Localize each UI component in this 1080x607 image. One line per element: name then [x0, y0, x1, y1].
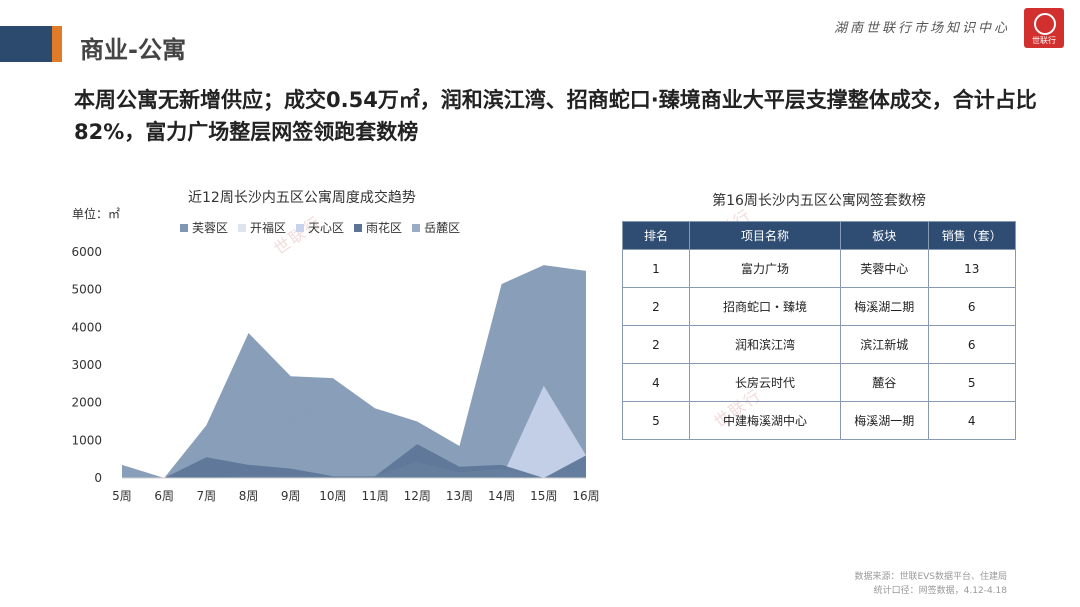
table-cell: 长房云时代	[689, 363, 841, 402]
x-tick-label: 7周	[197, 489, 217, 503]
company-logo: 世联行	[1024, 8, 1064, 48]
table-row: 1 富力广场 芙蓉中心 13	[622, 249, 1016, 288]
chart-title: 近12周长沙内五区公寓周度成交趋势	[188, 190, 416, 206]
legend-label: 雨花区	[366, 221, 403, 235]
company-name: 湖南世联行市场知识中心	[833, 21, 1010, 36]
table-header-cell: 项目名称	[689, 221, 841, 250]
ranking-table: 排名 项目名称 板块 销售（套） 1 富力广场 芙蓉中心 13 2 招商蛇口・臻境 梅溪湖二期 6 2…	[622, 221, 1016, 440]
table-cell: 2	[622, 325, 690, 364]
area-天心区	[122, 385, 586, 478]
y-tick-label: 6000	[71, 245, 102, 259]
table-cell: 芙蓉中心	[840, 249, 929, 288]
table-row: 2 招商蛇口・臻境 梅溪湖二期 6	[622, 287, 1016, 326]
table-cell: 滨江新城	[840, 325, 929, 364]
chart-unit-label: 单位：㎡	[72, 207, 121, 221]
y-tick-label: 3000	[71, 358, 102, 372]
table-cell: 梅溪湖一期	[840, 401, 929, 440]
table-cell: 麓谷	[840, 363, 929, 402]
table-cell: 中建梅溪湖中心	[689, 401, 841, 440]
footer-scope: 统计口径：网签数据，4.12-4.18	[873, 586, 1007, 596]
table-header-row: 排名 项目名称 板块 销售（套）	[622, 221, 1016, 250]
legend-item: 岳麓区	[412, 219, 460, 236]
table-cell: 6	[927, 325, 1016, 364]
y-tick-label: 5000	[71, 283, 102, 297]
y-tick-label: 0	[94, 471, 102, 485]
table-cell: 13	[927, 249, 1016, 288]
legend-swatch	[412, 223, 421, 232]
x-tick-label: 12周	[404, 489, 431, 503]
x-tick-label: 14周	[488, 489, 515, 503]
legend-label: 天心区	[308, 221, 345, 235]
header-accent-dark	[0, 26, 52, 62]
x-tick-label: 11周	[361, 489, 388, 503]
table-row: 4 长房云时代 麓谷 5	[622, 363, 1016, 402]
table-cell: 5	[927, 363, 1016, 402]
table-cell: 4	[622, 363, 690, 402]
legend-label: 芙蓉区	[192, 221, 229, 235]
table-cell: 2	[622, 287, 690, 326]
x-tick-label: 16周	[572, 489, 599, 503]
header-accent-orange	[52, 26, 62, 62]
y-tick-label: 4000	[71, 320, 102, 334]
table-cell: 1	[622, 249, 690, 288]
logo-text: 世联行	[1032, 36, 1056, 45]
headline: 本周公寓无新增供应；成交0.54万㎡，润和滨江湾、招商蛇口·臻境商业大平层支撑整…	[74, 88, 1037, 144]
table-title: 第16周长沙内五区公寓网签套数榜	[712, 193, 926, 209]
legend-swatch	[180, 223, 188, 232]
legend-label: 岳麓区	[424, 221, 461, 235]
legend-swatch	[296, 223, 305, 232]
legend-item: 天心区	[296, 219, 344, 236]
table-cell: 润和滨江湾	[689, 325, 841, 364]
table-cell: 招商蛇口・臻境	[689, 287, 841, 326]
legend-item: 芙蓉区	[180, 219, 228, 236]
table-cell: 梅溪湖二期	[840, 287, 929, 326]
table-header-cell: 板块	[840, 221, 929, 250]
footer-source: 数据来源：世联EVS数据平台、住建局	[854, 572, 1007, 582]
table-cell: 6	[927, 287, 1016, 326]
table-cell: 5	[622, 401, 690, 440]
table-cell: 4	[927, 401, 1016, 440]
x-tick-label: 6周	[154, 489, 174, 503]
footer-note: 数据来源：世联EVS数据平台、住建局 统计口径：网签数据，4.12-4.18	[854, 570, 1007, 598]
legend-swatch	[354, 223, 363, 232]
area-雨花区	[122, 444, 586, 478]
table-row: 2 润和滨江湾 滨江新城 6	[622, 325, 1016, 364]
x-tick-label: 15周	[530, 489, 557, 503]
x-tick-label: 5周	[112, 489, 132, 503]
legend-swatch	[238, 223, 247, 232]
y-tick-label: 2000	[71, 396, 102, 410]
table-cell: 富力广场	[689, 249, 841, 288]
legend-item: 雨花区	[354, 219, 402, 236]
table-header-cell: 销售（套）	[927, 221, 1016, 250]
table-body: 1 富力广场 芙蓉中心 13 2 招商蛇口・臻境 梅溪湖二期 6 2 润和滨江湾 滨江新城 6 4 长房云…	[622, 249, 1016, 440]
table-header-cell: 排名	[622, 221, 690, 250]
chart-legend: 芙蓉区 开福区 天心区 雨花区 岳麓区	[180, 219, 460, 236]
section-title: 商业-公寓	[80, 36, 186, 64]
x-tick-label: 8周	[239, 489, 259, 503]
legend-label: 开福区	[250, 221, 287, 235]
legend-item: 开福区	[238, 219, 286, 236]
area-芙蓉区	[122, 265, 586, 478]
x-tick-label: 10周	[319, 489, 346, 503]
x-tick-label: 13周	[446, 489, 473, 503]
x-tick-label: 9周	[281, 489, 301, 503]
logo-ring-icon	[1034, 13, 1056, 35]
y-tick-label: 1000	[71, 433, 102, 447]
table-row: 5 中建梅溪湖中心 梅溪湖一期 4	[622, 401, 1016, 440]
